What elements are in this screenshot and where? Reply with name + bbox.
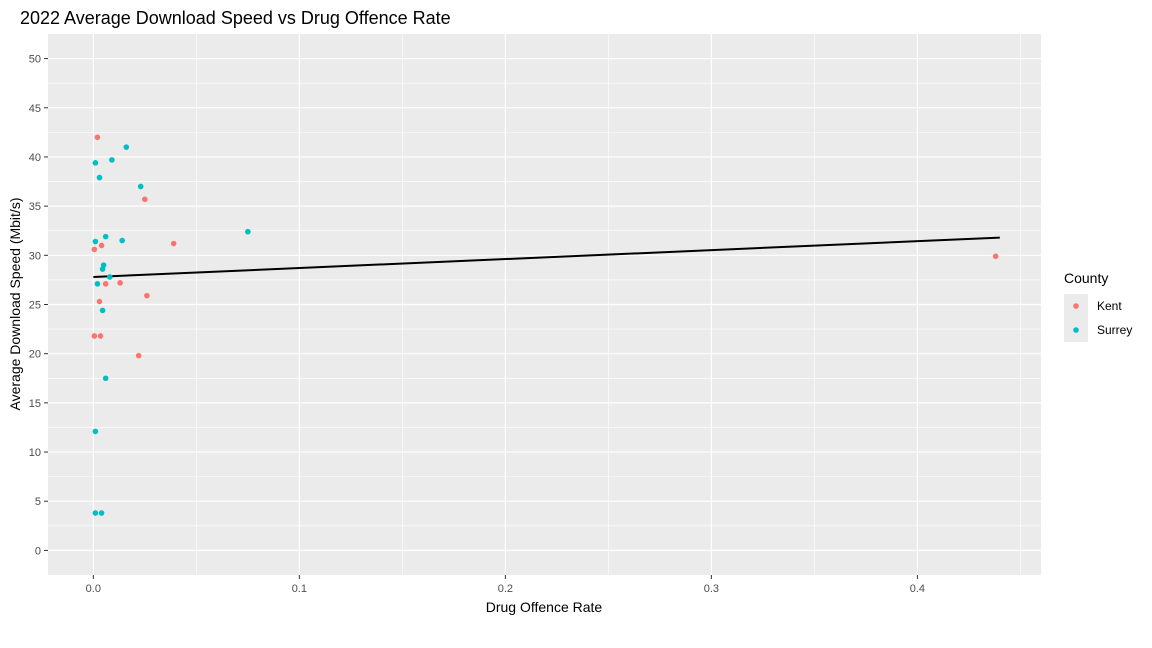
x-axis-ticks: 0.0 0.1 0.2 0.3 0.4: [86, 575, 925, 595]
y-tick-label: 50: [29, 54, 41, 66]
data-point-surrey: [96, 174, 103, 181]
data-point-surrey: [92, 160, 99, 166]
y-tick-label: 30: [29, 250, 41, 262]
trend-line-layer: [93, 236, 1000, 278]
data-point-surrey: [102, 375, 109, 382]
data-point-kent: [91, 333, 98, 339]
data-point-surrey: [92, 238, 99, 245]
data-points-layer: [91, 134, 999, 516]
data-point-surrey: [137, 183, 144, 190]
data-point-kent: [97, 333, 104, 339]
data-point-surrey: [92, 510, 99, 516]
legend-key-surrey: [1073, 327, 1079, 333]
x-axis-title: Drug Offence Rate: [486, 599, 603, 615]
y-tick-label: 0: [35, 545, 41, 557]
legend-label-surrey: Surrey: [1097, 323, 1132, 337]
data-point-kent: [98, 242, 105, 249]
y-tick-label: 10: [29, 447, 41, 459]
legend: County Kent Surrey: [1064, 270, 1132, 342]
data-point-surrey: [99, 266, 106, 272]
data-point-kent: [102, 281, 109, 287]
chart-title: 2022 Average Download Speed vs Drug Offe…: [20, 8, 451, 28]
grid-lines: [48, 34, 1041, 575]
x-tick-label: 0.4: [910, 583, 925, 595]
data-point-kent: [135, 352, 142, 359]
legend-items: Kent Surrey: [1064, 294, 1132, 342]
y-tick-label: 35: [29, 201, 41, 213]
y-tick-label: 20: [29, 349, 41, 361]
y-tick-label: 5: [35, 496, 41, 508]
data-point-kent: [992, 253, 999, 260]
legend-label-kent: Kent: [1097, 299, 1122, 313]
data-point-surrey: [102, 233, 109, 240]
y-axis-title: Average Download Speed (Mbit/s): [7, 198, 23, 411]
legend-title: County: [1064, 270, 1108, 286]
data-point-surrey: [109, 157, 115, 163]
data-point-kent: [94, 134, 101, 141]
y-axis-ticks: 0 5 10 15 20 25 30 35 40 45 50: [29, 54, 48, 557]
data-point-surrey: [94, 281, 101, 287]
x-tick-label: 0.0: [86, 583, 101, 595]
data-point-kent: [117, 280, 123, 286]
legend-key-kent: [1073, 303, 1079, 309]
data-point-surrey: [107, 274, 113, 280]
data-point-surrey: [245, 228, 251, 235]
y-tick-label: 40: [29, 152, 41, 164]
data-point-surrey: [119, 237, 125, 244]
data-point-surrey: [123, 144, 130, 150]
data-point-kent: [96, 298, 103, 305]
x-tick-label: 0.3: [704, 583, 719, 595]
trend-line: [93, 236, 1000, 278]
x-tick-label: 0.1: [292, 583, 307, 595]
data-point-surrey: [99, 307, 106, 314]
y-tick-label: 25: [29, 300, 41, 312]
data-point-kent: [91, 246, 98, 253]
data-point-surrey: [98, 510, 105, 516]
x-tick-label: 0.2: [498, 583, 513, 595]
y-tick-label: 45: [29, 103, 41, 115]
y-tick-label: 15: [29, 398, 41, 410]
data-point-surrey: [92, 428, 99, 435]
data-point-kent: [170, 240, 177, 247]
data-point-kent: [144, 292, 150, 299]
data-point-kent: [142, 196, 148, 203]
